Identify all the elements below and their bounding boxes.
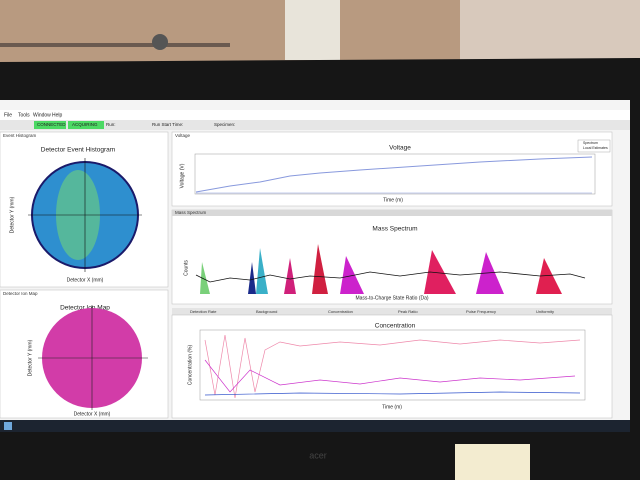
panel-title: Detector Ion Map [60,305,110,312]
toolbar [0,120,630,130]
menu-item[interactable]: Help [52,112,63,118]
voltage-panel [171,131,613,207]
tab[interactable]: Uniformity [536,309,554,314]
axis-label: Mass-to-Charge State Ratio (Da) [355,295,428,301]
concentration-line [204,391,581,396]
status-acquiring [68,121,104,129]
axis-label: Detector X (mm) [67,277,104,283]
axis-label: Voltage (V) [179,163,185,188]
poster [285,0,340,60]
legend-entry: Spectrum [583,141,598,145]
menu-item[interactable]: Tools [18,112,30,118]
panel-header [172,210,612,216]
voltage-line [195,156,593,193]
panel-tab[interactable]: Detector Ion Map [3,291,38,296]
panel-title: Voltage [389,145,411,152]
panel-tab[interactable]: Voltage [175,133,191,138]
axis-label: Detector Y (mm) [9,196,15,233]
status-text: Run: [106,122,116,127]
concentration-line [204,359,576,393]
panel-title: Mass Spectrum [372,226,417,233]
axis-label: Detector Y (mm) [27,339,33,376]
panel-tab[interactable]: Event Histogram [3,133,37,138]
tab[interactable]: Peak Ratio [398,309,418,314]
panel-title: Detector Event Histogram [41,147,115,154]
status-text: Run Start Time: [152,122,183,127]
status-connected [34,121,66,129]
axis-label: Time (m) [383,197,403,203]
status-text: Specimen: [214,122,235,127]
start-button[interactable] [4,422,12,430]
menu-item[interactable]: Window [33,112,51,118]
plot-area [199,329,586,401]
axis-label: Counts [183,260,189,276]
brand-logo: acer [309,450,327,460]
gauge [152,34,168,50]
axis-label: Concentration (%) [187,345,193,386]
panel-tab[interactable]: Mass Spectrum [175,210,207,215]
axis-label: Time (m) [382,404,402,410]
menu-item[interactable]: File [4,112,12,118]
tab[interactable]: Background [256,309,277,314]
menu-bar [0,110,630,120]
panel-title: Concentration [375,323,416,330]
concentration-line [204,334,581,399]
legend-entry: Local Estimates [583,146,608,150]
crosshair [28,158,142,272]
taskbar [0,420,630,432]
tab-bar [172,308,612,315]
crosshair [38,305,148,410]
tab[interactable]: Detection Rate [190,309,217,314]
axis-label: Detector X (mm) [74,411,111,417]
concentration-panel [171,314,613,419]
tab[interactable]: Concentration [328,309,353,314]
legend [577,139,611,153]
sticky-note [455,444,530,480]
tab[interactable]: Pulse Frequency [466,309,496,314]
status-text: ACQUIRING [72,122,98,127]
spectrum-baseline [195,271,586,283]
plot-area [194,153,596,195]
status-text: CONNECTED [37,122,66,127]
